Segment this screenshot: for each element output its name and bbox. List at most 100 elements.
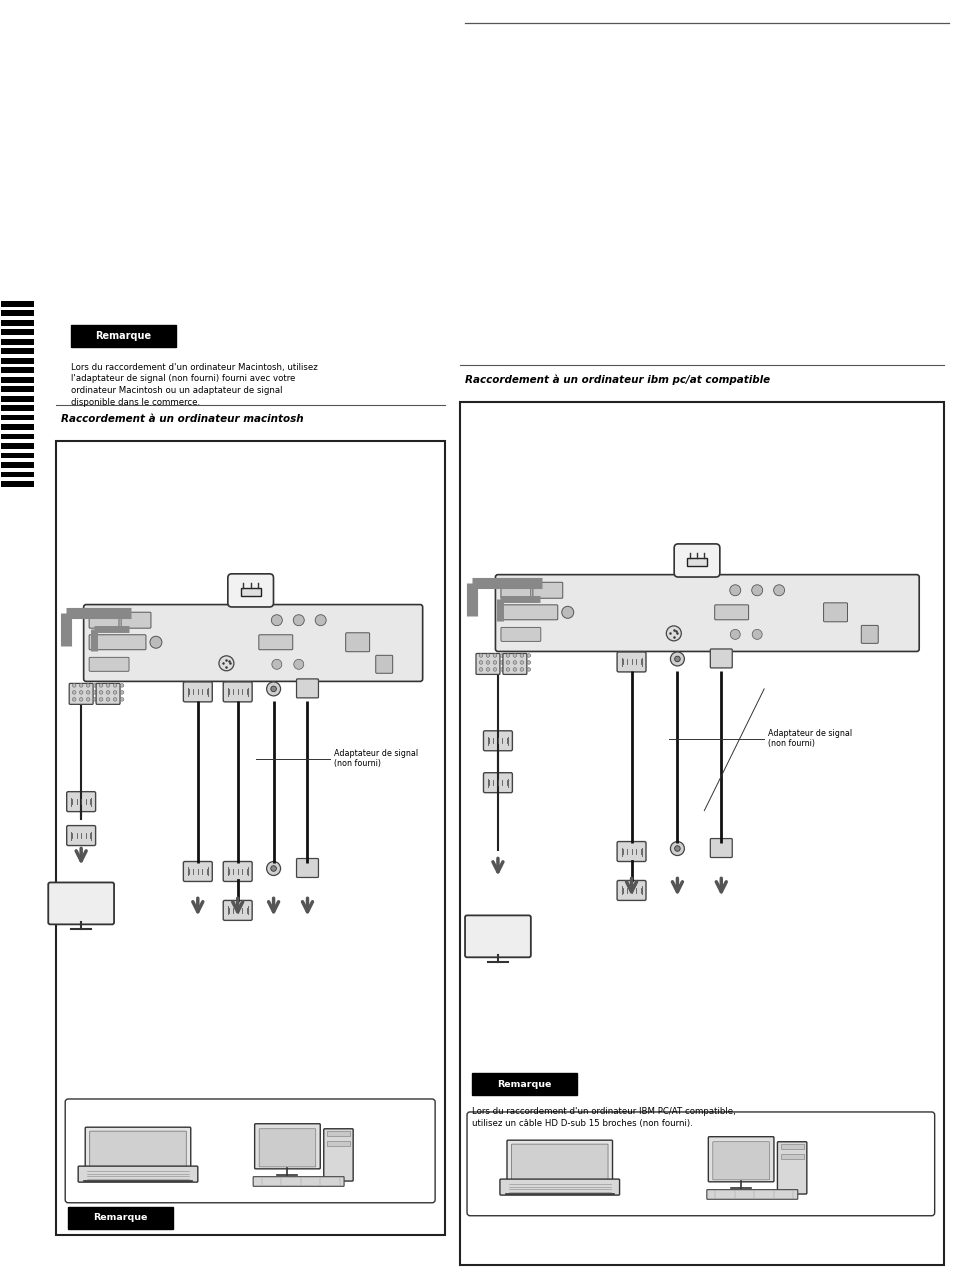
Circle shape <box>150 636 162 648</box>
FancyBboxPatch shape <box>84 605 422 682</box>
Circle shape <box>87 684 90 687</box>
Circle shape <box>493 661 497 664</box>
Circle shape <box>93 698 97 701</box>
Bar <box>1 424 34 429</box>
FancyBboxPatch shape <box>85 1127 191 1170</box>
FancyBboxPatch shape <box>617 842 645 861</box>
FancyBboxPatch shape <box>253 1177 344 1186</box>
FancyBboxPatch shape <box>500 627 540 641</box>
FancyBboxPatch shape <box>712 1142 769 1180</box>
Circle shape <box>106 691 110 694</box>
FancyBboxPatch shape <box>223 861 252 882</box>
FancyBboxPatch shape <box>254 1124 320 1168</box>
FancyBboxPatch shape <box>483 731 512 750</box>
Circle shape <box>506 668 509 671</box>
FancyBboxPatch shape <box>822 603 846 622</box>
Bar <box>1 330 34 335</box>
Text: Remarque: Remarque <box>497 1079 551 1088</box>
Circle shape <box>513 668 517 671</box>
Circle shape <box>271 687 276 692</box>
FancyBboxPatch shape <box>511 1144 607 1181</box>
Circle shape <box>219 656 233 671</box>
Text: Adaptateur de signal
(non fourni): Adaptateur de signal (non fourni) <box>767 729 851 749</box>
FancyBboxPatch shape <box>223 901 252 920</box>
Circle shape <box>266 682 280 696</box>
FancyBboxPatch shape <box>49 883 114 925</box>
Bar <box>1 482 34 487</box>
Circle shape <box>773 585 783 596</box>
FancyBboxPatch shape <box>617 880 645 901</box>
FancyBboxPatch shape <box>495 575 919 651</box>
FancyBboxPatch shape <box>617 652 645 671</box>
Bar <box>686 558 706 566</box>
Bar <box>1 443 34 448</box>
Circle shape <box>499 654 503 657</box>
Bar <box>1 452 34 459</box>
FancyBboxPatch shape <box>861 626 878 643</box>
Bar <box>1 311 34 316</box>
Circle shape <box>294 660 303 669</box>
Bar <box>780 1154 803 1159</box>
Circle shape <box>271 615 282 626</box>
Bar <box>1 405 34 412</box>
Circle shape <box>519 661 523 664</box>
Circle shape <box>665 626 680 641</box>
FancyBboxPatch shape <box>89 657 129 671</box>
Bar <box>240 587 260 596</box>
Circle shape <box>486 661 489 664</box>
Bar <box>1 320 34 326</box>
Circle shape <box>499 661 503 664</box>
Circle shape <box>93 684 97 687</box>
FancyBboxPatch shape <box>65 1099 435 1203</box>
Circle shape <box>670 652 683 666</box>
Circle shape <box>751 629 761 640</box>
FancyBboxPatch shape <box>706 1190 797 1199</box>
Circle shape <box>72 684 76 687</box>
Circle shape <box>506 654 509 657</box>
FancyBboxPatch shape <box>502 654 526 674</box>
FancyBboxPatch shape <box>258 634 293 650</box>
Bar <box>1 386 34 392</box>
Circle shape <box>506 661 509 664</box>
FancyBboxPatch shape <box>89 634 146 650</box>
FancyBboxPatch shape <box>89 613 119 628</box>
FancyBboxPatch shape <box>464 916 530 957</box>
Circle shape <box>486 654 489 657</box>
Bar <box>1 433 34 440</box>
Text: Remarque: Remarque <box>93 1213 148 1222</box>
FancyBboxPatch shape <box>500 582 530 599</box>
FancyBboxPatch shape <box>500 605 558 619</box>
Circle shape <box>519 654 523 657</box>
Text: Remarque: Remarque <box>95 331 152 340</box>
Circle shape <box>79 691 83 694</box>
Text: Raccordement à un ordinateur macintosh: Raccordement à un ordinateur macintosh <box>61 414 303 424</box>
FancyBboxPatch shape <box>296 679 318 698</box>
FancyBboxPatch shape <box>476 654 499 674</box>
Circle shape <box>120 698 124 701</box>
Circle shape <box>493 668 497 671</box>
Circle shape <box>120 691 124 694</box>
Circle shape <box>271 866 276 871</box>
Bar <box>472 1073 577 1094</box>
Bar <box>1 471 34 478</box>
FancyBboxPatch shape <box>78 1166 197 1182</box>
Circle shape <box>526 661 530 664</box>
Bar <box>1 367 34 373</box>
FancyBboxPatch shape <box>674 544 720 577</box>
Bar <box>56 441 445 1235</box>
Circle shape <box>87 691 90 694</box>
FancyBboxPatch shape <box>710 838 732 857</box>
FancyBboxPatch shape <box>183 861 213 882</box>
FancyBboxPatch shape <box>506 1140 612 1182</box>
Circle shape <box>120 684 124 687</box>
Bar <box>1 348 34 354</box>
FancyBboxPatch shape <box>345 633 369 652</box>
Circle shape <box>519 668 523 671</box>
FancyBboxPatch shape <box>90 1131 186 1167</box>
Circle shape <box>99 691 103 694</box>
Text: Raccordement à un ordinateur ibm pc/at compatible: Raccordement à un ordinateur ibm pc/at c… <box>464 375 769 385</box>
Circle shape <box>272 660 281 669</box>
Circle shape <box>106 698 110 701</box>
Bar <box>71 325 175 347</box>
Circle shape <box>729 629 740 640</box>
